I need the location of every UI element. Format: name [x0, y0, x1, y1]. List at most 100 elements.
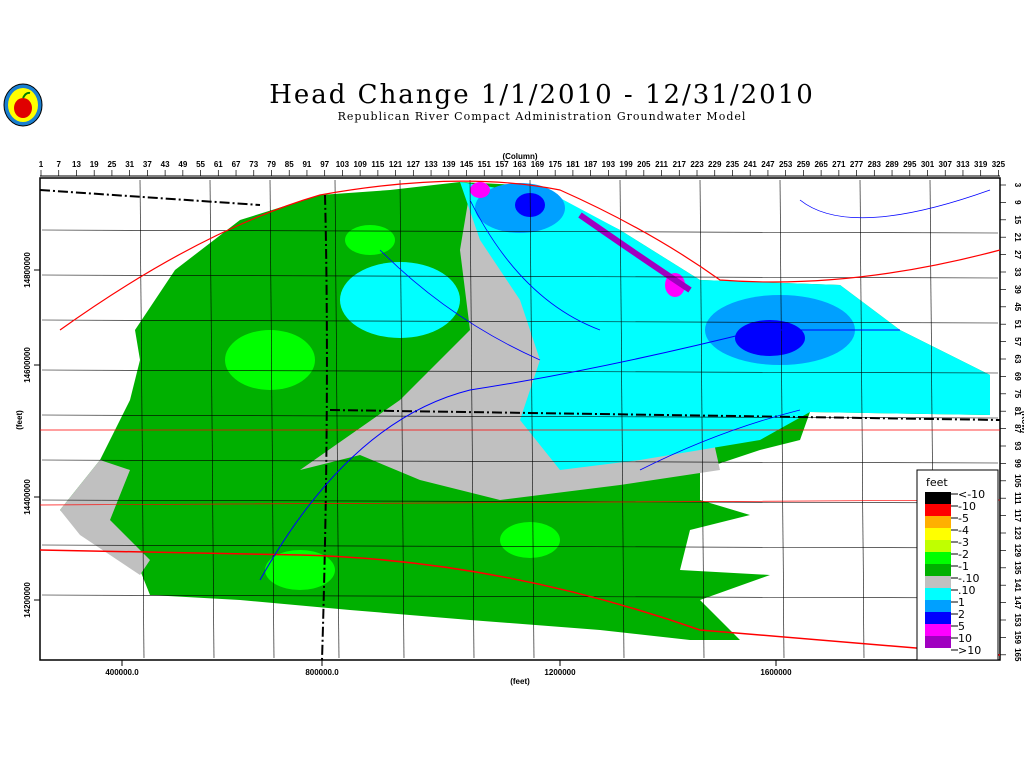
row-tick-label: 57 [1013, 337, 1022, 346]
county-boundary [139, 179, 145, 659]
state-boundary [39, 189, 1001, 661]
road [39, 429, 1001, 506]
legend-swatch [925, 516, 951, 528]
legend-swatch [925, 564, 951, 576]
column-tick-label: 253 [779, 160, 793, 169]
legend-label: 1 [958, 596, 965, 609]
column-tick-label: 211 [655, 160, 668, 169]
row-tick-label: 165 [1013, 648, 1022, 662]
x-axis-label: (feet) [510, 677, 530, 686]
y-tick-label: 14200000 [23, 582, 32, 618]
legend-label: -3 [958, 536, 969, 549]
row-tick-label: 45 [1013, 302, 1022, 311]
column-tick-label: 61 [214, 160, 223, 169]
column-tick-label: 1 [39, 160, 44, 169]
legend-label: -5 [958, 512, 969, 525]
map-subtitle: Republican River Compact Administration … [337, 110, 747, 123]
county-boundary [41, 499, 999, 504]
county-boundary [334, 179, 340, 659]
row-tick-label: 117 [1013, 509, 1022, 522]
column-tick-label: 181 [566, 160, 580, 169]
column-tick-label: 163 [513, 160, 527, 169]
legend-swatch [925, 636, 951, 648]
county-boundary [41, 229, 999, 234]
y-tick-label: 14600000 [23, 347, 32, 383]
county-boundary [469, 179, 475, 659]
zone-decline-2-c [500, 522, 560, 558]
x-tick-label: 1200000 [544, 668, 576, 677]
column-tick-label: 319 [974, 160, 988, 169]
zone-rise-west [340, 262, 460, 338]
row-tick-label: 153 [1013, 613, 1022, 627]
row-tick-label: 123 [1013, 526, 1022, 540]
zone-rise-2-5 [735, 320, 805, 356]
row-tick-label: 105 [1013, 474, 1022, 488]
map-title: Head Change 1/1/2010 - 12/31/2010 [269, 80, 815, 110]
legend-swatch [925, 504, 951, 516]
legend-label: 2 [958, 608, 965, 621]
county-boundary [41, 369, 999, 374]
legend-label: 5 [958, 620, 965, 633]
column-tick-label: 121 [389, 160, 403, 169]
county-boundary [41, 319, 999, 324]
county-boundary [41, 594, 999, 599]
row-tick-label: 15 [1013, 215, 1022, 224]
county-boundary [779, 179, 785, 659]
legend-swatch [925, 540, 951, 552]
row-tick-label: 39 [1013, 285, 1022, 294]
legend-swatch [925, 624, 951, 636]
column-tick-label: 217 [673, 160, 687, 169]
column-tick-label: 139 [442, 160, 456, 169]
x-tick-label: 400000.0 [105, 668, 139, 677]
column-axis-label: (Column) [502, 152, 537, 161]
county-boundary [209, 179, 215, 659]
zone-no-change-west [60, 460, 150, 575]
column-tick-label: 109 [353, 160, 367, 169]
legend-swatch [925, 612, 951, 624]
column-tick-label: 295 [903, 160, 917, 169]
column-tick-label: 25 [107, 160, 116, 169]
legend-title: feet [926, 476, 948, 489]
road [59, 180, 1001, 331]
row-tick-label: 69 [1013, 372, 1022, 381]
column-tick-label: 67 [232, 160, 241, 169]
column-tick-label: 301 [921, 160, 935, 169]
column-tick-label: 97 [320, 160, 329, 169]
county-boundary [41, 274, 999, 279]
column-tick-label: 157 [495, 160, 509, 169]
river [259, 329, 900, 581]
legend-swatch [925, 492, 951, 504]
column-tick-label: 241 [744, 160, 758, 169]
x-tick-label: 800000.0 [305, 668, 339, 677]
map-overlays [39, 179, 1001, 661]
column-tick-label: 169 [531, 160, 545, 169]
column-tick-label: 247 [761, 160, 775, 169]
column-tick-label: 205 [637, 160, 651, 169]
y-tick-label: 14800000 [23, 252, 32, 288]
row-tick-label: 135 [1013, 561, 1022, 575]
county-boundary [699, 179, 705, 659]
row-tick-label: 21 [1013, 233, 1022, 242]
apple-seal-logo-icon [3, 83, 43, 127]
column-tick-label: 79 [267, 160, 276, 169]
zone-rise-river [578, 212, 692, 293]
row-tick-label: 159 [1013, 631, 1022, 645]
x-tick-label: 1600000 [760, 668, 792, 677]
column-tick-label: 277 [850, 160, 864, 169]
county-boundary [529, 179, 535, 659]
legend-swatch [925, 576, 951, 588]
row-tick-label: 9 [1013, 200, 1022, 205]
column-tick-label: 271 [832, 160, 846, 169]
legend-label: .10 [958, 584, 976, 597]
column-tick-label: 43 [161, 160, 170, 169]
column-tick-label: 103 [336, 160, 350, 169]
y-axis-label: (feet) [15, 410, 24, 430]
row-tick-label: 93 [1013, 442, 1022, 451]
legend-label: >10 [958, 644, 981, 657]
legend-label: -10 [958, 500, 976, 513]
row-tick-label: 75 [1013, 389, 1022, 398]
row-tick-label: 111 [1013, 492, 1022, 505]
column-tick-label: 175 [548, 160, 562, 169]
column-tick-label: 289 [885, 160, 899, 169]
